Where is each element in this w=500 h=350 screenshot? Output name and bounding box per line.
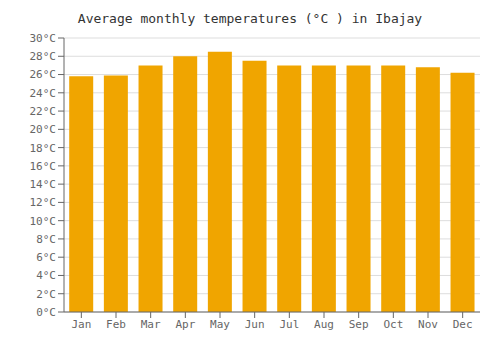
svg-text:0°C: 0°C [36, 306, 56, 319]
svg-text:24°C: 24°C [30, 87, 57, 100]
svg-text:Oct: Oct [383, 318, 403, 331]
svg-text:28°C: 28°C [30, 50, 57, 63]
svg-text:Jul: Jul [279, 318, 299, 331]
svg-text:26°C: 26°C [30, 68, 57, 81]
svg-text:10°C: 10°C [30, 215, 57, 228]
html-text:Average monthly temperatures (: Average monthly temperatures (°C ) in Ib… [77, 11, 423, 26]
svg-text:Feb: Feb [106, 318, 126, 331]
svg-text:Nov: Nov [418, 318, 438, 331]
svg-text:14°C: 14°C [30, 178, 57, 191]
svg-text:30°C: 30°C [30, 32, 57, 45]
svg-text:May: May [210, 318, 230, 331]
svg-text:Apr: Apr [175, 318, 195, 331]
svg-text:Jan: Jan [71, 318, 91, 331]
svg-text:Dec: Dec [453, 318, 473, 331]
svg-text:20°C: 20°C [30, 123, 57, 136]
svg-text:Sep: Sep [349, 318, 369, 331]
svg-text:18°C: 18°C [30, 142, 57, 155]
svg-text:Aug: Aug [314, 318, 334, 331]
svg-text:2°C: 2°C [36, 288, 56, 301]
svg-text:6°C: 6°C [36, 251, 56, 264]
svg-text:4°C: 4°C [36, 269, 56, 282]
svg-text:12°C: 12°C [30, 196, 57, 209]
svg-text:Mar: Mar [141, 318, 161, 331]
svg-text:16°C: 16°C [30, 160, 57, 173]
svg-text:Jun: Jun [245, 318, 265, 331]
svg-text:22°C: 22°C [30, 105, 57, 118]
svg-text:8°C: 8°C [36, 233, 56, 246]
